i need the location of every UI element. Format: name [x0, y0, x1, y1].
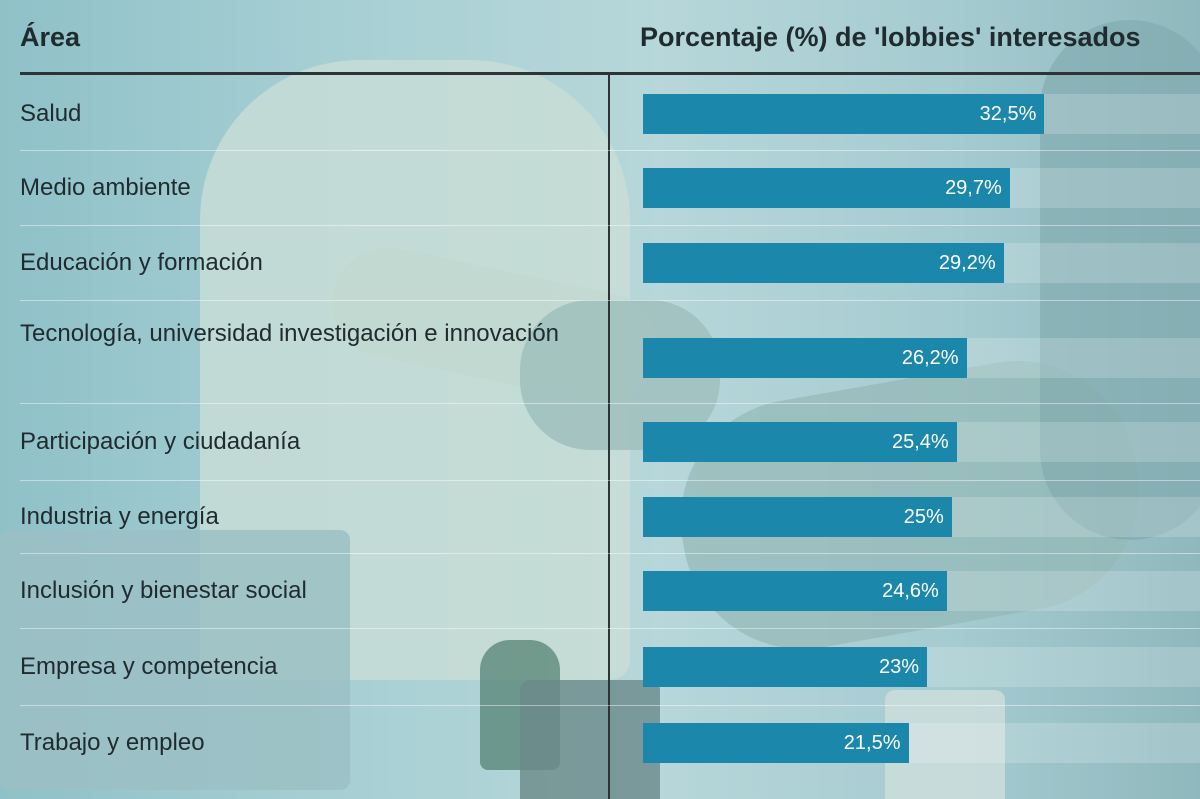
bar [643, 496, 952, 537]
bar [643, 94, 1045, 134]
bar [643, 421, 957, 462]
bar [643, 337, 967, 378]
bar [643, 646, 928, 687]
category-label: Industria y energía [20, 502, 219, 530]
category-label: Inclusión y bienestar social [20, 576, 307, 604]
value-label: 25% [903, 505, 944, 528]
row-separator [20, 628, 1200, 629]
category-label: Empresa y competencia [20, 652, 278, 680]
row-separator [20, 225, 1200, 226]
category-label: Medio ambiente [20, 173, 191, 201]
column-header-percentage: Porcentaje (%) de 'lobbies' interesados [640, 22, 1141, 52]
header-divider [20, 72, 1200, 75]
value-label: 25,4% [891, 430, 949, 453]
bar [643, 570, 947, 611]
row-separator [20, 150, 1200, 151]
row-separator [20, 480, 1200, 481]
bar [643, 722, 909, 763]
value-label: 26,2% [901, 346, 959, 369]
category-label: Participación y ciudadanía [20, 427, 301, 455]
value-label: 23% [879, 655, 920, 678]
value-label: 29,2% [938, 251, 996, 274]
bar [643, 242, 1004, 283]
row-separator [20, 553, 1200, 554]
value-label: 32,5% [979, 103, 1037, 125]
value-label: 24,6% [882, 579, 939, 602]
value-label: 21,5% [843, 731, 901, 754]
row-separator [20, 705, 1200, 706]
row-separator [20, 403, 1200, 404]
column-header-area: Área [20, 22, 81, 52]
bar [643, 167, 1010, 208]
category-label: Educación y formación [20, 248, 263, 276]
row-separator [20, 300, 1200, 301]
category-label: Trabajo y empleo [20, 728, 205, 756]
value-label: 29,7% [945, 176, 1002, 199]
category-label: Salud [20, 100, 82, 127]
column-divider [608, 74, 610, 799]
category-label: Tecnología, universidad investigación e … [20, 320, 560, 347]
